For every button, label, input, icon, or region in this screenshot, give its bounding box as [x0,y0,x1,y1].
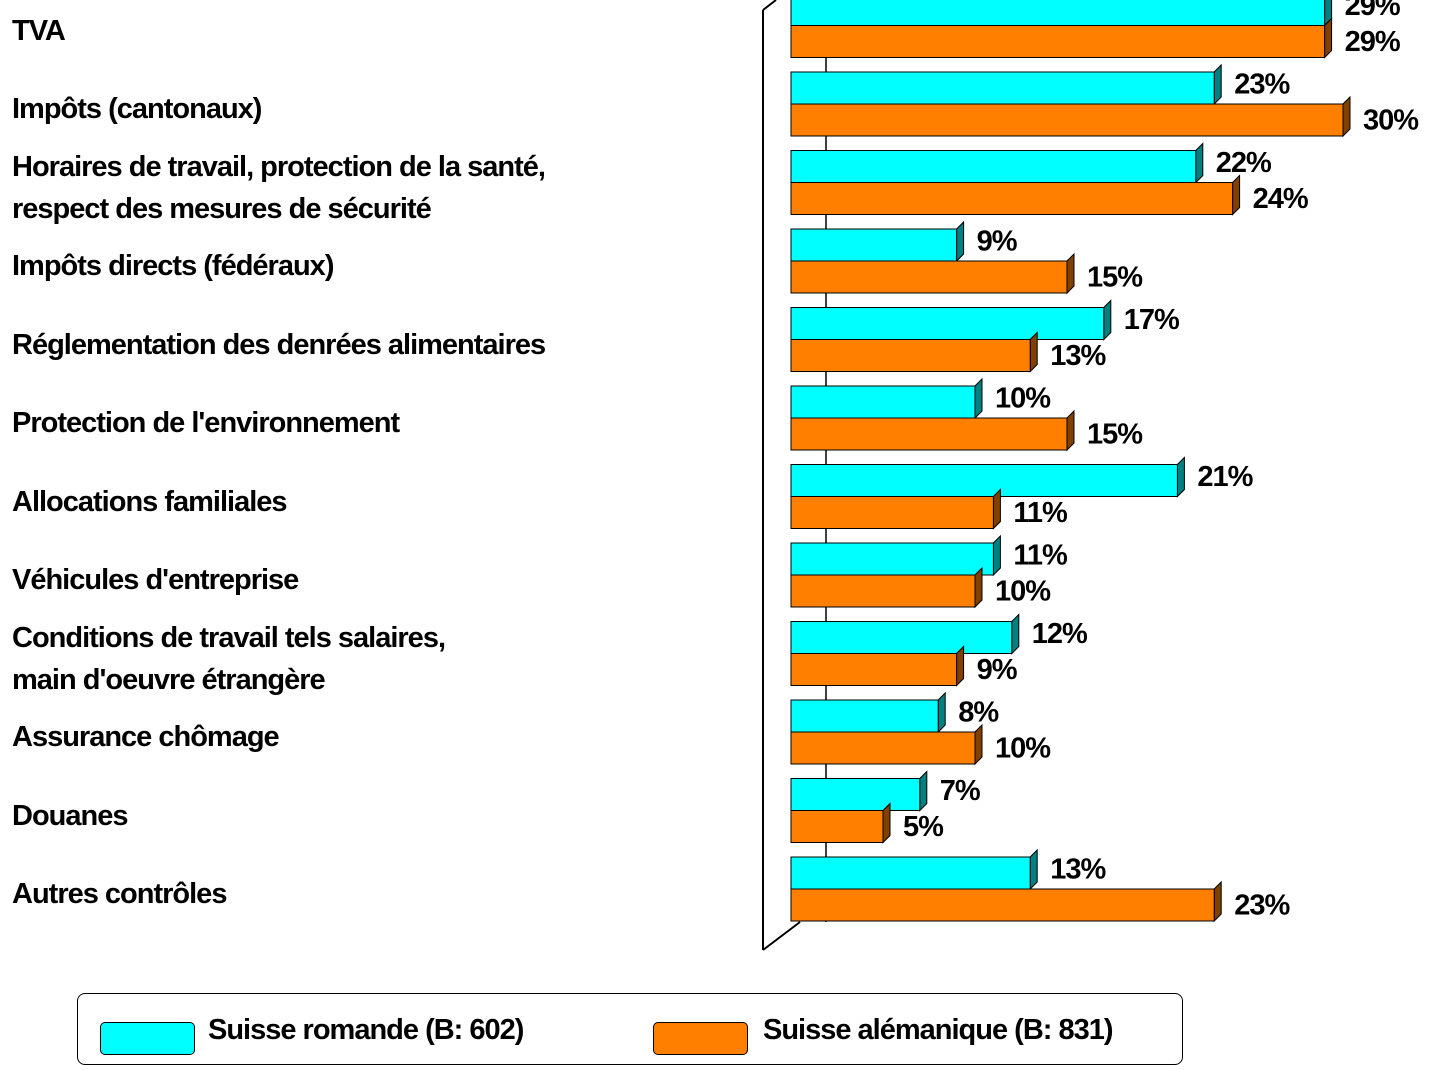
category-label: Autres contrôles [12,878,227,910]
category-label: Réglementation des denrées alimentaires [12,328,546,361]
bar [790,464,1178,497]
bar-side [956,220,965,263]
value-label: 5% [903,811,944,843]
legend-swatch [653,1022,748,1055]
bar-side [1324,17,1333,59]
bar [790,0,1326,26]
category-label: Impôts directs (fédéraux) [12,250,334,282]
bar-side [1176,456,1185,498]
bar-side [882,802,891,844]
bar [790,731,976,765]
bar-side [1011,613,1020,655]
value-label: 9% [977,654,1018,686]
wall-floor [762,921,801,951]
value-label: 10% [995,576,1051,608]
bar [790,621,1013,654]
bar-side [1195,142,1204,184]
bar [790,496,994,529]
bar [790,574,976,608]
bar [790,810,884,843]
value-label: 13% [1050,340,1106,372]
value-label: 13% [1050,854,1106,886]
bar [790,778,921,811]
bar [790,25,1326,58]
bar-side [1232,174,1241,216]
bar-side [974,723,983,766]
bar [790,150,1197,183]
value-label: 29% [1345,26,1401,58]
category-label: Protection de l'environnement [12,407,400,439]
bar [790,182,1234,215]
bar [790,71,1215,105]
bar [790,653,958,686]
bar [790,417,1068,451]
bar [790,856,1031,890]
bar [790,699,939,733]
category-label: Conditions de travail tels salaires, mai… [12,621,446,696]
bar-side [1213,63,1222,106]
category-label: Horaires de travail, protection de la sa… [12,150,546,225]
value-label: 8% [958,697,999,729]
category-label: Allocations familiales [12,485,288,518]
bar-side [974,377,983,420]
category-label: Impôts (cantonaux) [12,93,262,125]
bar [790,385,976,419]
bar-side [1029,331,1038,373]
legend: Suisse romande (B: 602) Suisse alémanique… [77,993,1183,1065]
value-label: 10% [995,733,1051,765]
value-label: 29% [1345,0,1401,22]
value-label: 7% [940,775,981,807]
legend-label: Suisse alémanique (B: 831) [763,1014,1114,1046]
value-label: 23% [1234,890,1290,922]
bar-side [1029,848,1038,891]
bar-side [1103,299,1112,341]
value-label: 12% [1032,618,1088,650]
wall-top [762,0,777,11]
bar-side [1066,252,1075,295]
value-label: 11% [1013,540,1068,572]
bar-side [919,770,928,812]
bar-side [956,645,965,687]
bar-side [1066,409,1075,452]
value-label: 11% [1013,497,1068,529]
category-label: Véhicules d'entreprise [12,564,299,596]
bar-side [974,566,983,609]
bar [790,307,1105,340]
category-label: Douanes [12,799,128,832]
bar-side [992,534,1001,577]
value-label: 22% [1216,147,1272,179]
value-label: 15% [1087,419,1143,451]
bar-side [1213,880,1222,923]
value-label: 21% [1197,461,1253,493]
bar [790,260,1068,294]
value-label: 17% [1124,304,1180,336]
chart: 29% 29% 23% 30% 22% 24% 9% 15% 17% 13% 10% 15% 21% 11… [762,0,1420,951]
value-label: 15% [1087,262,1143,294]
bar [790,228,958,262]
legend-swatch [100,1022,195,1055]
value-label: 23% [1234,69,1290,101]
value-label: 10% [995,383,1051,415]
value-label: 24% [1253,183,1309,215]
value-label: 9% [977,226,1018,258]
bar [790,103,1344,137]
value-label: 30% [1363,105,1419,137]
category-label: Assurance chômage [12,721,280,753]
bar-side [992,488,1001,530]
legend-label: Suisse romande (B: 602) [208,1014,524,1046]
bar-side [1342,95,1351,138]
bar [790,888,1215,922]
category-label: TVA [12,14,66,47]
bar [790,542,994,576]
bar-side [937,691,946,734]
bar [790,339,1031,372]
